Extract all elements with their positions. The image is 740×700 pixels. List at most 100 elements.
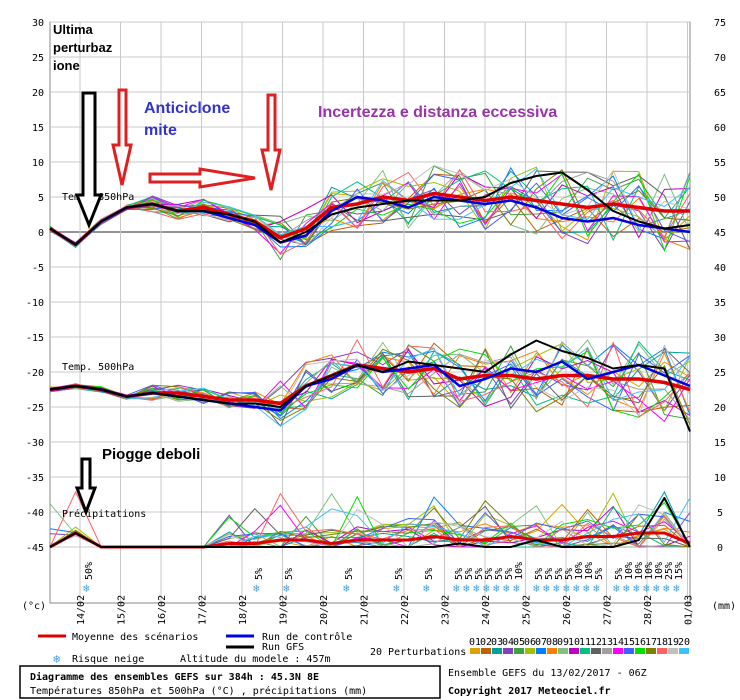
snow-risk-label: 5% [544,568,555,580]
legend-risque-label: Risque neige [72,654,144,665]
perturbation-line [49,346,691,427]
snow-risk-icon: ❄ [343,582,350,595]
right-tick-label: 50 [714,193,726,204]
right-tick-label: 10 [714,473,726,484]
x-tick-label: 24/02 [481,595,492,625]
snow-risk-icon: ❄ [613,582,620,595]
legend-control-label: Run de contrôle [262,631,352,643]
red-right-arrow-icon [148,167,256,189]
x-tick-label: 20/02 [319,595,330,625]
legend-mean-label: Moyenne des scénarios [72,631,198,643]
snow-risk-icon: ❄ [543,582,550,595]
perturbation-swatch [525,648,535,654]
snow-risk-icon: ❄ [423,582,430,595]
snow-risk-icon: ❄ [663,582,670,595]
perturbation-swatch [657,648,667,654]
left-tick-label: 30 [32,18,44,29]
annotation-anticiclone-2: mite [144,122,177,139]
perturbation-line [49,338,691,418]
snow-risk-label: 15% [674,562,685,580]
right-tick-label: 15 [714,438,726,449]
right-tick-label: 75 [714,18,726,29]
left-tick-label: -45 [26,543,44,554]
snow-risk-label: 10% [654,562,665,580]
left-tick-label: 0 [38,228,44,239]
snow-risk-icon: ❄ [573,582,580,595]
snow-risk-icon: ❄ [283,582,290,595]
snow-risk-label: 5% [284,568,295,580]
annotation-piogge: Piogge deboli [102,446,200,463]
perturbation-number: 12 [590,637,602,648]
x-tick-label: 01/03 [684,595,695,625]
perturbation-number: 15 [623,637,635,648]
perturbation-swatch [470,648,480,654]
annotation-ultima-3: ione [53,58,80,73]
left-tick-label: 25 [32,53,44,64]
perturbation-number: 07 [535,637,547,648]
perturbation-number: 16 [634,637,646,648]
perturbation-line [49,168,691,256]
left-tick-label: -5 [32,263,44,274]
red-down-arrow-icon [260,93,282,191]
panel-label-t500: Temp. 500hPa [62,362,134,373]
right-tick-label: 40 [714,263,726,274]
perturbation-swatch [580,648,590,654]
snow-risk-icon: ❄ [253,582,260,595]
perturbation-number: 01 [469,637,481,648]
perturbation-line [49,348,691,418]
snow-risk-label: 5% [344,568,355,580]
perturbation-swatch [602,648,612,654]
legend-perturbations-label: 20 Perturbations [370,647,466,658]
snow-risk-label: 10% [624,562,635,580]
snow-risk-label: 5% [564,568,575,580]
snow-risk-icon: ❄ [553,582,560,595]
perturbation-swatch [481,648,491,654]
annotation-anticiclone-1: Anticiclone [144,100,230,117]
perturbation-number: 06 [524,637,536,648]
snow-risk-icon: ❄ [583,582,590,595]
snow-risk-label: 5% [504,568,515,580]
perturbation-swatch [613,648,623,654]
snow-risk-label: 5% [534,568,545,580]
perturbation-swatch [635,648,645,654]
perturbation-number: 09 [557,637,569,648]
snow-risk-icon: ❄ [643,582,650,595]
perturbation-line [49,172,691,253]
snow-risk-label: 10% [634,562,645,580]
snow-risk-label: 5% [254,568,265,580]
snow-risk-icon: ❄ [463,582,470,595]
perturbation-number: 13 [601,637,613,648]
left-tick-label: 15 [32,123,44,134]
perturbation-number: 02 [480,637,492,648]
snow-risk-icon: ❄ [533,582,540,595]
snow-risk-icon: ❄ [503,582,510,595]
right-axis-unit: (mm) [712,601,736,612]
x-tick-label: 14/02 [76,595,87,625]
snow-risk-label: 5% [454,568,465,580]
copyright: Copyright 2017 Meteociel.fr [448,685,611,697]
perturbation-swatch [547,648,557,654]
perturbation-number: 18 [656,637,668,648]
x-tick-label: 15/02 [117,595,128,625]
black-down-arrow-small-icon [74,457,98,517]
left-tick-label: 20 [32,88,44,99]
left-tick-label: -20 [26,368,44,379]
right-tick-label: 60 [714,123,726,134]
x-tick-label: 17/02 [198,595,209,625]
snow-risk-row: ❄ 50% ❄ 5% ❄ 5% ❄ 5% ❄ 5% ❄ 5% ❄ 5% ❄ 5% ❄ 5% ❄ 5% ❄ 5% ❄ 5% ❄ 10… [83,562,685,595]
legend-gfs-label: Run GFS [262,642,304,653]
snow-risk-icon: ❄ [623,582,630,595]
perturbation-line [49,341,691,421]
left-tick-label: -10 [26,298,44,309]
perturbation-number: 19 [667,637,679,648]
left-tick-label: -25 [26,403,44,414]
perturbation-number: 17 [645,637,657,648]
left-tick-label: -30 [26,438,44,449]
snow-risk-label: 5% [424,568,435,580]
x-tick-label: 21/02 [360,595,371,625]
x-tick-label: 26/02 [562,595,573,625]
x-tick-label: 16/02 [157,595,168,625]
snow-risk-icon: ❄ [493,582,500,595]
